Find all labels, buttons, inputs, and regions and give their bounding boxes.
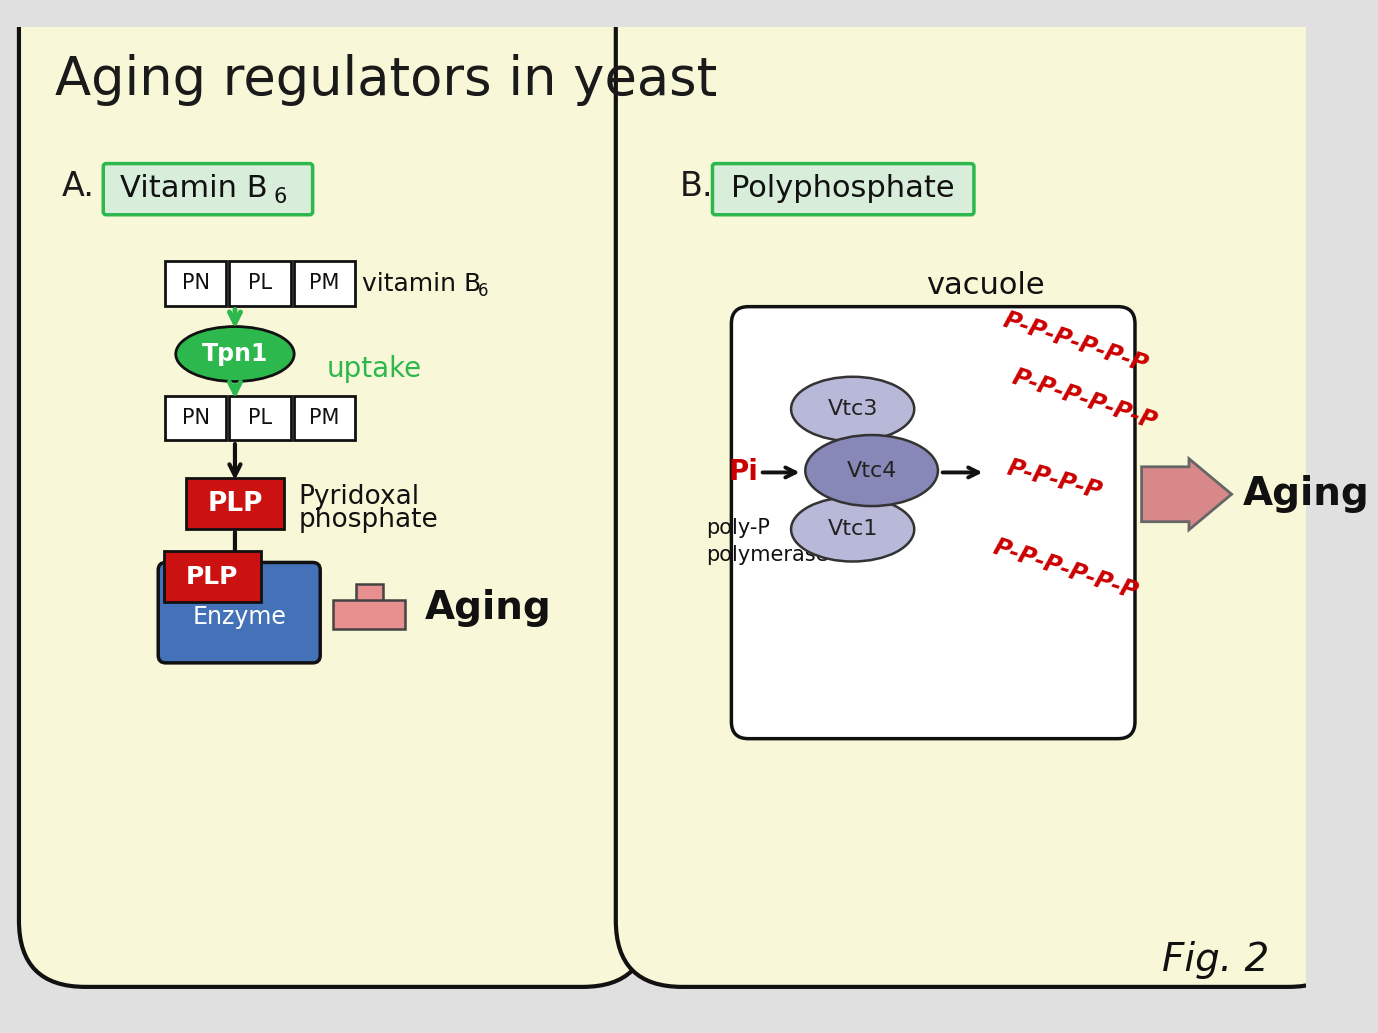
Text: PLP: PLP [186, 565, 238, 589]
Text: phosphate: phosphate [299, 507, 438, 533]
Text: Vtc1: Vtc1 [827, 520, 878, 539]
Text: Pyridoxal: Pyridoxal [299, 484, 419, 510]
Text: P-P-P-P: P-P-P-P [1005, 456, 1105, 504]
FancyBboxPatch shape [186, 478, 284, 529]
Text: Aging: Aging [1243, 475, 1370, 513]
FancyBboxPatch shape [712, 163, 974, 215]
FancyBboxPatch shape [229, 261, 291, 306]
Ellipse shape [176, 326, 294, 381]
FancyBboxPatch shape [616, 0, 1355, 987]
FancyBboxPatch shape [357, 585, 383, 622]
Text: vitamin B: vitamin B [362, 272, 481, 295]
FancyBboxPatch shape [333, 600, 405, 629]
Text: Enzyme: Enzyme [193, 605, 287, 629]
FancyBboxPatch shape [158, 562, 320, 663]
Text: Tpn1: Tpn1 [201, 342, 269, 366]
Text: Vtc3: Vtc3 [827, 399, 878, 419]
Text: PLP: PLP [207, 491, 263, 516]
FancyBboxPatch shape [19, 0, 649, 987]
Text: P-P-P-P-P-P: P-P-P-P-P-P [1009, 365, 1160, 434]
FancyBboxPatch shape [165, 261, 226, 306]
Text: PN: PN [182, 408, 209, 428]
Text: Aging: Aging [424, 589, 551, 627]
Text: B.: B. [681, 170, 714, 204]
Text: PM: PM [309, 408, 339, 428]
FancyBboxPatch shape [294, 396, 356, 440]
Text: poly-P
polymerase: poly-P polymerase [706, 519, 828, 565]
Text: 6: 6 [478, 282, 488, 301]
Ellipse shape [805, 435, 938, 506]
Text: A.: A. [62, 170, 95, 204]
FancyBboxPatch shape [229, 396, 291, 440]
FancyBboxPatch shape [164, 551, 260, 602]
FancyArrow shape [1141, 459, 1232, 530]
Text: Fig. 2: Fig. 2 [1162, 941, 1269, 979]
Text: PM: PM [309, 274, 339, 293]
Ellipse shape [791, 497, 914, 562]
Text: P-P-P-P-P-P: P-P-P-P-P-P [989, 535, 1141, 604]
Text: vacuole: vacuole [926, 272, 1045, 301]
FancyBboxPatch shape [732, 307, 1135, 739]
Text: PL: PL [248, 408, 271, 428]
FancyBboxPatch shape [165, 396, 226, 440]
Text: uptake: uptake [327, 355, 422, 383]
Text: PL: PL [248, 274, 271, 293]
Text: Vtc4: Vtc4 [846, 461, 897, 480]
Text: PN: PN [182, 274, 209, 293]
Text: 6: 6 [274, 187, 287, 207]
FancyBboxPatch shape [294, 261, 356, 306]
FancyBboxPatch shape [103, 163, 313, 215]
Text: P-P-P-P-P-P: P-P-P-P-P-P [999, 308, 1151, 377]
Text: Vitamin B: Vitamin B [120, 174, 267, 202]
Ellipse shape [791, 377, 914, 441]
Text: Pi: Pi [728, 459, 758, 487]
Text: Aging regulators in yeast: Aging regulators in yeast [55, 54, 717, 105]
Text: Polyphosphate: Polyphosphate [732, 174, 955, 202]
